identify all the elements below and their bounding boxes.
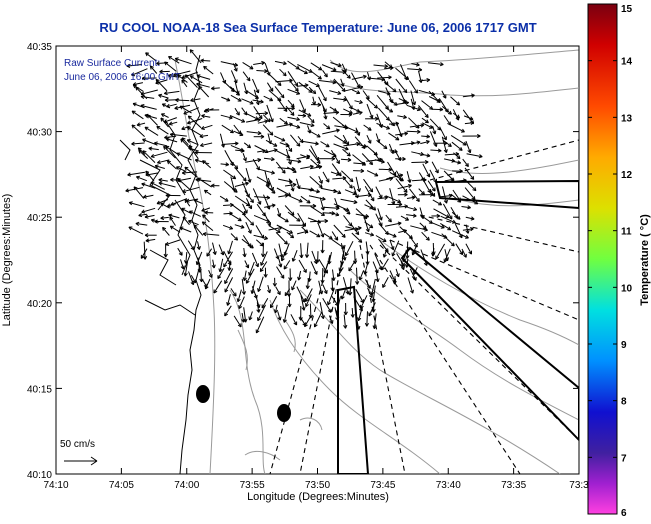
- scale-label: 50 cm/s: [60, 439, 95, 450]
- x-tick-label: 73:35: [501, 480, 526, 491]
- y-tick-label: 40:25: [27, 213, 52, 224]
- station-marker: [196, 385, 210, 403]
- colorbar-tick-label: 9: [621, 340, 627, 351]
- colorbar-tick-label: 6: [621, 508, 627, 519]
- x-tick-label: 74:05: [109, 480, 134, 491]
- figure-title: RU COOL NOAA-18 Sea Surface Temperature:…: [99, 20, 536, 35]
- x-tick-label: 74:00: [174, 480, 199, 491]
- colorbar-tick-label: 12: [621, 170, 633, 181]
- colorbar-tick-label: 10: [621, 283, 633, 294]
- colorbar-tick-label: 11: [621, 227, 632, 238]
- colorbar-label: Temperature ( °C): [639, 214, 651, 306]
- current-label-line1: Raw Surface Current:: [64, 58, 160, 69]
- colorbar-tick-label: 15: [621, 4, 633, 15]
- current-label-line2: June 06, 2006 16:00 GMT: [64, 72, 180, 83]
- y-tick-label: 40:30: [27, 128, 52, 139]
- x-tick-label: 73:55: [240, 480, 265, 491]
- x-tick-label: 73:50: [305, 480, 330, 491]
- colorbar-tick-label: 8: [621, 397, 627, 408]
- station-marker: [277, 404, 291, 422]
- y-tick-label: 40:20: [27, 299, 52, 310]
- x-tick-label: 74:10: [43, 480, 68, 491]
- colorbar-tick-label: 13: [621, 113, 633, 124]
- colorbar-tick-label: 7: [621, 453, 627, 464]
- y-axis-label: Latitude (Degrees:Minutes): [1, 194, 13, 327]
- x-tick-label: 73:40: [436, 480, 461, 491]
- x-tick-label: 73:45: [370, 480, 395, 491]
- y-tick-label: 40:10: [27, 470, 52, 481]
- y-tick-label: 40:35: [27, 42, 52, 53]
- colorbar-tick-label: 14: [621, 57, 633, 68]
- x-axis-label: Longitude (Degrees:Minutes): [247, 491, 389, 503]
- colorbar: [588, 4, 617, 514]
- y-tick-label: 40:15: [27, 384, 52, 395]
- x-tick-label: 73:3: [569, 480, 589, 491]
